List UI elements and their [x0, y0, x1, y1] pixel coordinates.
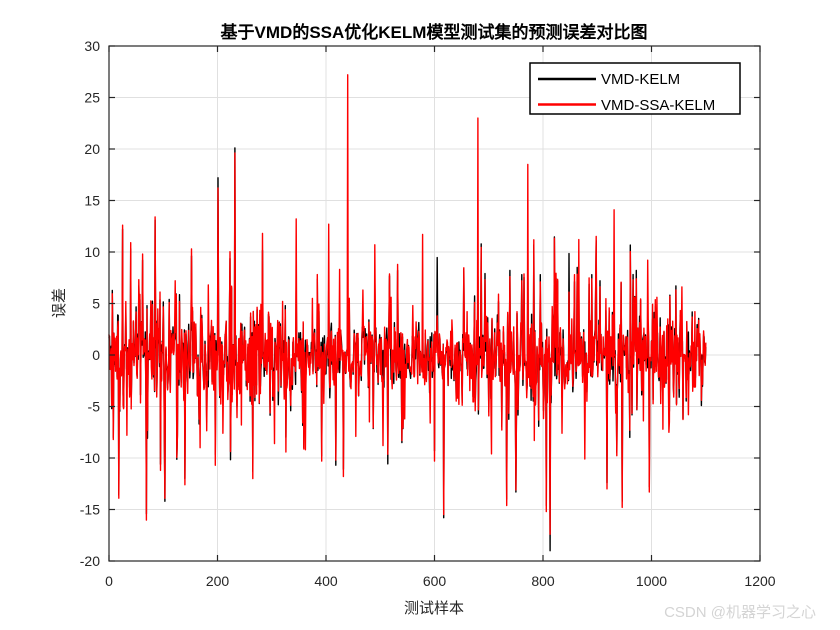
x-tick-label: 1000 — [636, 573, 667, 589]
x-tick-label: 400 — [314, 573, 338, 589]
y-tick-label: 20 — [84, 141, 100, 157]
y-tick-label: -10 — [80, 450, 100, 466]
watermark: CSDN @机器学习之心 — [664, 604, 816, 621]
x-tick-label: 600 — [423, 573, 447, 589]
y-tick-label: -15 — [80, 502, 100, 518]
legend-label-vmd-kelm: VMD-KELM — [601, 71, 680, 88]
tick-layer: 0 200 400 600 800 1000 1200 -20 -15 -10 -5 0 5 10 15 20… — [80, 38, 776, 589]
y-tick-label: 10 — [84, 244, 100, 260]
y-tick-label: -20 — [80, 553, 100, 569]
y-tick-label: 0 — [92, 347, 100, 363]
series-layer — [108, 74, 707, 552]
y-tick-label: -5 — [88, 399, 101, 415]
grid-layer — [109, 46, 760, 561]
legend: VMD-KELM VMD-SSA-KELM — [529, 62, 741, 115]
y-tick-label: 25 — [84, 90, 100, 106]
y-axis-label: 误差 — [51, 288, 68, 318]
x-tick-label: 1200 — [744, 573, 775, 589]
chart-title: 基于VMD的SSA优化KELM模型测试集的预测误差对比图 — [220, 22, 648, 42]
y-tick-label: 15 — [84, 193, 100, 209]
y-tick-label: 30 — [84, 38, 100, 54]
x-axis-label: 测试样本 — [404, 600, 464, 617]
x-tick-label: 800 — [531, 573, 555, 589]
x-tick-label: 0 — [105, 573, 113, 589]
x-tick-label: 200 — [206, 573, 230, 589]
y-tick-label: 5 — [92, 296, 100, 312]
series-vmd-ssa-kelm — [108, 74, 707, 535]
legend-label-vmd-ssa-kelm: VMD-SSA-KELM — [601, 97, 715, 114]
